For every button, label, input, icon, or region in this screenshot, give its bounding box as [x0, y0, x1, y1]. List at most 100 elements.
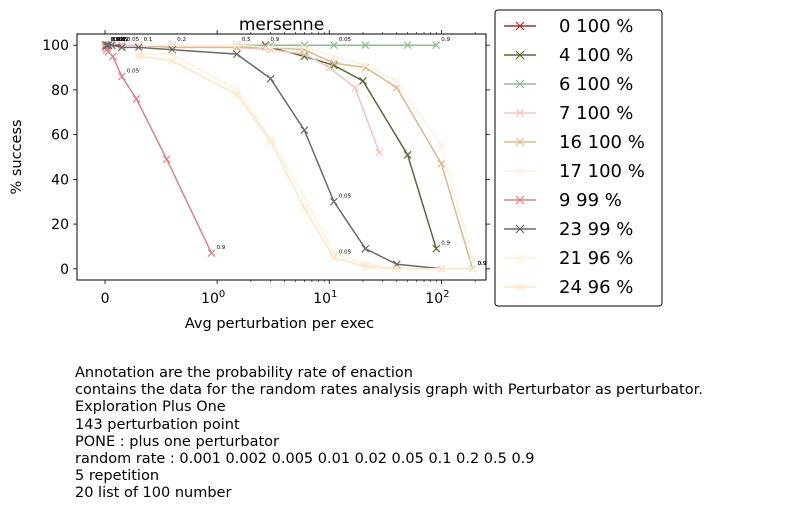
data-point — [117, 43, 126, 52]
series-23-99-: 0.05 0.9 — [102, 41, 487, 273]
data-point — [108, 52, 117, 61]
point-annotation: 0.002 — [111, 37, 127, 43]
point-annotation: 0.01 — [113, 37, 125, 43]
data-point — [329, 41, 338, 50]
series-16-100-: 0.9 — [134, 41, 487, 273]
legend-marker — [515, 224, 525, 234]
data-point — [329, 59, 338, 67]
caption-line: 5 repetition — [75, 468, 160, 485]
legend-label: 21 96 % — [559, 248, 633, 269]
data-point — [468, 253, 477, 262]
caption-line: 143 perturbation point — [75, 416, 240, 433]
x-tick-label: 101 — [313, 289, 337, 307]
caption-line: random rate : 0.001 0.002 0.005 0.01 0.0… — [75, 450, 535, 467]
data-point — [117, 72, 126, 81]
data-point — [300, 193, 309, 202]
legend-marker — [515, 166, 525, 176]
data-point — [329, 52, 338, 61]
point-annotation: 0.05 — [339, 250, 352, 256]
x-axis-label: Avg perturbation per exec — [185, 316, 374, 332]
point-annotation: 0.9 — [478, 261, 487, 267]
legend-marker — [515, 137, 525, 147]
series-17-100- — [134, 41, 477, 262]
point-annotation: 0.9 — [478, 261, 487, 267]
y-tick-label: 100 — [42, 38, 69, 54]
data-point — [266, 135, 275, 144]
y-tick-label: 40 — [51, 172, 69, 188]
point-annotation: 0.001 — [110, 37, 126, 43]
data-point — [437, 159, 446, 168]
legend-marker — [515, 195, 525, 205]
data-point — [107, 41, 116, 50]
legend-label: 0 100 % — [559, 16, 633, 37]
legend-label: 17 100 % — [559, 161, 645, 182]
data-point — [468, 264, 477, 273]
chart-title: mersenne — [239, 15, 324, 35]
data-point — [104, 41, 113, 50]
legend-marker — [515, 253, 525, 263]
y-tick-label: 60 — [51, 128, 69, 144]
legend-item: 23 99 % — [504, 219, 633, 240]
data-point — [437, 141, 446, 150]
legend-label: 7 100 % — [559, 103, 633, 124]
point-annotation: 0.9 — [441, 241, 450, 247]
data-point — [168, 56, 177, 65]
series-line — [121, 44, 438, 249]
x-tick-label: 100 — [201, 289, 225, 307]
y-axis-label: % success — [9, 119, 25, 194]
caption-block: Annotation are the probability rate of e… — [75, 365, 703, 503]
data-point — [361, 262, 370, 271]
point-annotation: 0.5 — [242, 37, 251, 43]
point-annotation: 0.02 — [117, 37, 129, 43]
data-point — [300, 126, 309, 135]
point-annotation: 0.05 — [339, 194, 352, 200]
data-point — [132, 94, 141, 103]
data-point — [351, 83, 360, 92]
y-tick-label: 80 — [51, 83, 69, 99]
data-point — [437, 264, 446, 273]
data-point — [361, 244, 370, 253]
point-annotation: 0.05 — [127, 37, 140, 43]
legend-label: 6 100 % — [559, 74, 633, 95]
data-point — [403, 150, 412, 159]
data-point — [232, 50, 241, 59]
legend-item: 7 100 % — [504, 103, 633, 124]
data-point — [300, 204, 309, 213]
series-4-100-: 0.9 — [117, 41, 451, 253]
y-tick-label: 20 — [51, 217, 69, 233]
legend-item: 24 96 % — [504, 277, 633, 298]
data-point — [266, 43, 275, 52]
series-line — [138, 55, 473, 270]
x-tick-label: 0 — [101, 291, 110, 307]
legend-item: 4 100 % — [504, 45, 633, 66]
data-point — [134, 43, 143, 52]
point-annotation: 0.005 — [112, 37, 128, 43]
legend-item: 16 100 % — [504, 132, 645, 153]
data-point — [232, 90, 241, 99]
data-point — [432, 244, 441, 253]
caption-line: Exploration Plus One — [75, 399, 226, 416]
caption-line: Annotation are the probability rate of e… — [75, 365, 413, 381]
data-point — [329, 197, 338, 206]
point-annotation: 0.9 — [271, 37, 280, 43]
legend-item: 21 96 % — [504, 248, 633, 269]
data-point — [392, 264, 401, 273]
point-annotation: 0.9 — [441, 37, 450, 43]
series-24-96-: 0.05 0.9 — [134, 52, 487, 273]
data-point — [300, 43, 309, 52]
data-point — [266, 137, 275, 146]
series-21-96- — [134, 50, 477, 273]
data-point — [361, 61, 370, 70]
data-point — [359, 77, 367, 85]
data-point — [403, 41, 412, 50]
legend-label: 23 99 % — [559, 219, 633, 240]
data-point — [101, 41, 110, 50]
point-annotation: 0.9 — [478, 261, 487, 267]
caption-line: PONE : plus one perturbator — [75, 433, 279, 450]
caption-line: 20 list of 100 number — [75, 485, 232, 502]
data-point — [168, 50, 177, 59]
data-point — [266, 74, 275, 83]
series-line — [138, 44, 474, 270]
